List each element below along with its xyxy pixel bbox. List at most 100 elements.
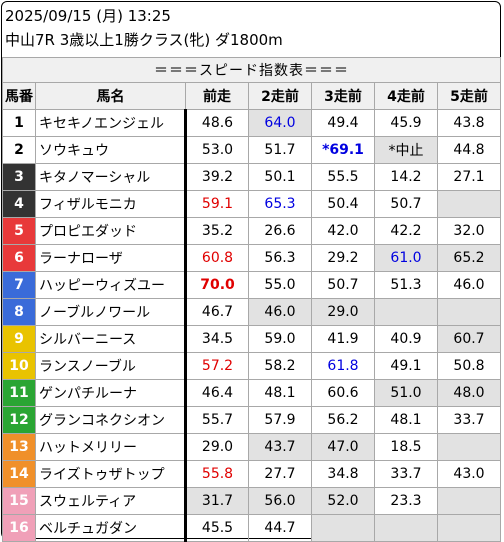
speed-value-3rd-last: 47.0 [311, 433, 375, 461]
horse-number: 1 [2, 109, 36, 137]
horse-number: 16 [2, 514, 36, 542]
table-row: 14 ライズトゥザトップ 55.8 27.7 34.8 33.7 43.0 [2, 460, 501, 488]
speed-value-5th-last: 46.0 [437, 271, 501, 299]
speed-value-5th-last [437, 433, 501, 461]
col-header-3rd-last: 3走前 [311, 82, 375, 110]
speed-value-3rd-last: 29.2 [311, 244, 375, 272]
horse-name: グランコネクシオン [35, 406, 187, 434]
race-info: 中山7R 3歳以上1勝クラス(牝) ダ1800m [5, 31, 283, 49]
horse-number: 2 [2, 136, 36, 164]
column-header-row: 馬番 馬名 前走 2走前 3走前 4走前 5走前 [2, 82, 501, 110]
horse-number: 10 [2, 352, 36, 380]
horse-number: 9 [2, 325, 36, 353]
speed-value-5th-last: 44.8 [437, 136, 501, 164]
speed-value-4th-last: 51.0 [374, 379, 438, 407]
horse-name: ハットメリリー [35, 433, 187, 461]
speed-value-4th-last: 49.1 [374, 352, 438, 380]
speed-value-2nd-last: 56.3 [248, 244, 312, 272]
speed-value-last-race: 29.0 [185, 433, 249, 461]
speed-value-3rd-last: 61.8 [311, 352, 375, 380]
col-header-name: 馬名 [35, 82, 186, 110]
speed-value-last-race: 57.2 [185, 352, 249, 380]
speed-value-last-race: 34.5 [185, 325, 249, 353]
speed-value-last-race: 39.2 [185, 163, 249, 191]
horse-name: ノーブルノワール [35, 298, 187, 326]
horse-name: キタノマーシャル [35, 163, 187, 191]
race-datetime: 2025/09/15 (月) 13:25 [5, 7, 171, 25]
table-row: 15 スウェルティア 31.7 56.0 52.0 23.3 [2, 487, 501, 515]
speed-value-2nd-last: 56.0 [248, 487, 312, 515]
horse-name: ラーナローザ [35, 244, 187, 272]
speed-value-5th-last [437, 190, 501, 218]
speed-value-3rd-last: 34.8 [311, 460, 375, 488]
table-row: 3 キタノマーシャル 39.2 50.1 55.5 14.2 27.1 [2, 163, 501, 191]
speed-value-5th-last: 48.0 [437, 379, 501, 407]
speed-value-5th-last: 50.8 [437, 352, 501, 380]
speed-value-3rd-last: 41.9 [311, 325, 375, 353]
speed-value-3rd-last: 49.4 [311, 109, 375, 137]
table-row: 7 ハッピーウィズユー 70.0 55.0 50.7 51.3 46.0 [2, 271, 501, 299]
table-title-row: ＝＝＝スピード指数表＝＝＝ [2, 57, 501, 83]
table-row: 12 グランコネクシオン 55.7 57.9 56.2 48.1 33.7 [2, 406, 501, 434]
table-row: 10 ランスノーブル 57.2 58.2 61.8 49.1 50.8 [2, 352, 501, 380]
horse-number: 6 [2, 244, 36, 272]
speed-value-4th-last [374, 514, 438, 542]
horse-name: スウェルティア [35, 487, 187, 515]
horse-number: 12 [2, 406, 36, 434]
speed-value-5th-last [437, 298, 501, 326]
col-header-2nd-last: 2走前 [248, 82, 312, 110]
speed-value-last-race: 55.7 [185, 406, 249, 434]
table-row: 6 ラーナローザ 60.8 56.3 29.2 61.0 65.2 [2, 244, 501, 272]
speed-value-2nd-last: 64.0 [248, 109, 312, 137]
horse-number: 11 [2, 379, 36, 407]
speed-value-2nd-last: 59.0 [248, 325, 312, 353]
speed-value-2nd-last: 65.3 [248, 190, 312, 218]
speed-value-3rd-last [311, 514, 375, 542]
speed-index-table: ＝＝＝スピード指数表＝＝＝ 馬番 馬名 前走 2走前 3走前 4走前 5走前 1… [2, 57, 501, 542]
speed-value-2nd-last: 57.9 [248, 406, 312, 434]
speed-value-2nd-last: 44.7 [248, 514, 312, 542]
horse-number: 13 [2, 433, 36, 461]
horse-number: 15 [2, 487, 36, 515]
horse-name: フィザルモニカ [35, 190, 187, 218]
horse-name: ゲンパチルーナ [35, 379, 187, 407]
speed-value-4th-last: 40.9 [374, 325, 438, 353]
speed-value-2nd-last: 43.7 [248, 433, 312, 461]
speed-value-2nd-last: 27.7 [248, 460, 312, 488]
table-row: 2 ソウキュウ 53.0 51.7 *69.1 *中止 44.8 [2, 136, 501, 164]
horse-name: ランスノーブル [35, 352, 187, 380]
table-row: 4 フィザルモニカ 59.1 65.3 50.4 50.7 [2, 190, 501, 218]
speed-value-5th-last: 43.0 [437, 460, 501, 488]
horse-name: ハッピーウィズユー [35, 271, 187, 299]
speed-value-2nd-last: 26.6 [248, 217, 312, 245]
horse-name: シルバーニース [35, 325, 187, 353]
speed-value-3rd-last: 56.2 [311, 406, 375, 434]
speed-value-4th-last: 51.3 [374, 271, 438, 299]
horse-number: 7 [2, 271, 36, 299]
speed-value-2nd-last: 51.7 [248, 136, 312, 164]
speed-value-last-race: 31.7 [185, 487, 249, 515]
speed-value-4th-last: *中止 [374, 136, 438, 164]
horse-number: 5 [2, 217, 36, 245]
table-row: 11 ゲンパチルーナ 46.4 48.1 60.6 51.0 48.0 [2, 379, 501, 407]
speed-value-5th-last [437, 487, 501, 515]
speed-value-3rd-last: 50.7 [311, 271, 375, 299]
speed-value-2nd-last: 48.1 [248, 379, 312, 407]
speed-value-2nd-last: 55.0 [248, 271, 312, 299]
speed-value-last-race: 46.7 [185, 298, 249, 326]
speed-value-4th-last: 48.1 [374, 406, 438, 434]
speed-value-3rd-last: *69.1 [311, 136, 375, 164]
speed-value-5th-last: 65.2 [437, 244, 501, 272]
speed-value-3rd-last: 42.0 [311, 217, 375, 245]
speed-value-4th-last: 14.2 [374, 163, 438, 191]
speed-value-last-race: 70.0 [185, 271, 249, 299]
horse-number: 3 [2, 163, 36, 191]
table-row: 8 ノーブルノワール 46.7 46.0 29.0 [2, 298, 501, 326]
speed-value-last-race: 55.8 [185, 460, 249, 488]
speed-value-4th-last: 42.2 [374, 217, 438, 245]
horse-name: プロピエダッド [35, 217, 187, 245]
speed-value-4th-last: 45.9 [374, 109, 438, 137]
speed-value-5th-last: 27.1 [437, 163, 501, 191]
speed-value-last-race: 59.1 [185, 190, 249, 218]
speed-value-4th-last [374, 298, 438, 326]
